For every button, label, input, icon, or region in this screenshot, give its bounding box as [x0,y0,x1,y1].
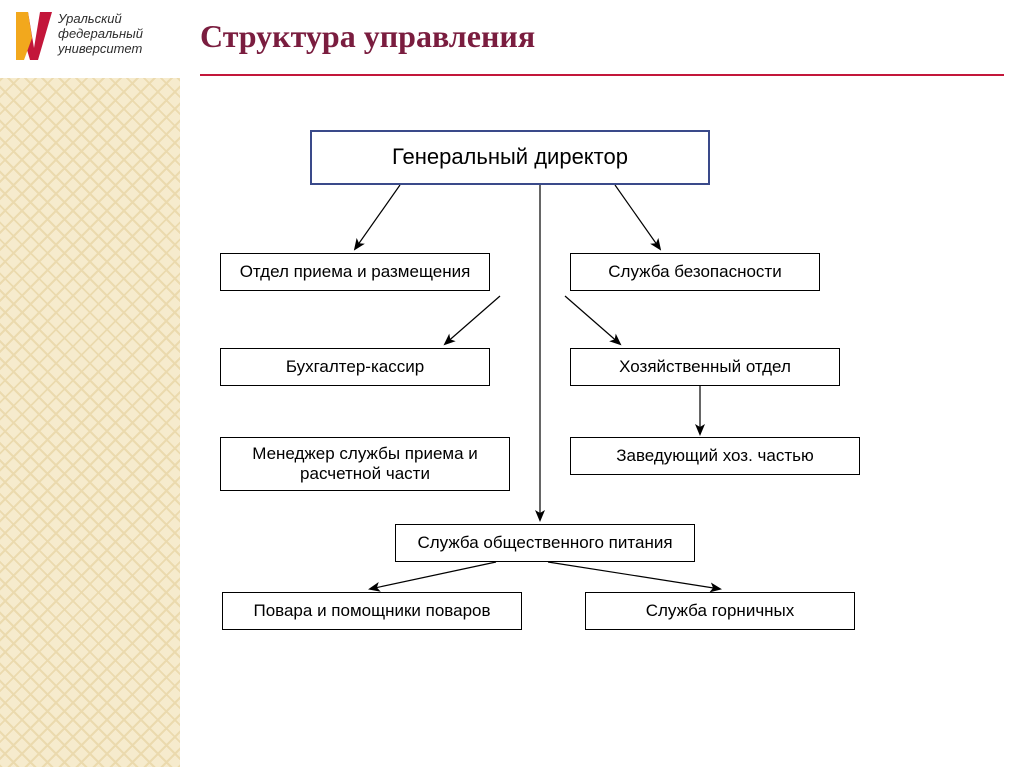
org-node-catering: Служба общественного питания [395,524,695,562]
org-node-security: Служба безопасности [570,253,820,291]
org-chart: Генеральный директор Отдел приема и разме… [0,0,1024,767]
org-node-recept: Отдел приема и размещения [220,253,490,291]
org-node-econhead: Заведующий хоз. частью [570,437,860,475]
org-node-maids: Служба горничных [585,592,855,630]
org-node-cooks: Повара и помощники поваров [222,592,522,630]
org-node-cashier: Бухгалтер-кассир [220,348,490,386]
org-node-root: Генеральный директор [310,130,710,185]
org-chart-edges [0,0,1024,767]
slide-page: Уральский федеральный университет Структ… [0,0,1024,767]
org-node-econ: Хозяйственный отдел [570,348,840,386]
org-node-manager: Менеджер службы приема и расчетной части [220,437,510,491]
